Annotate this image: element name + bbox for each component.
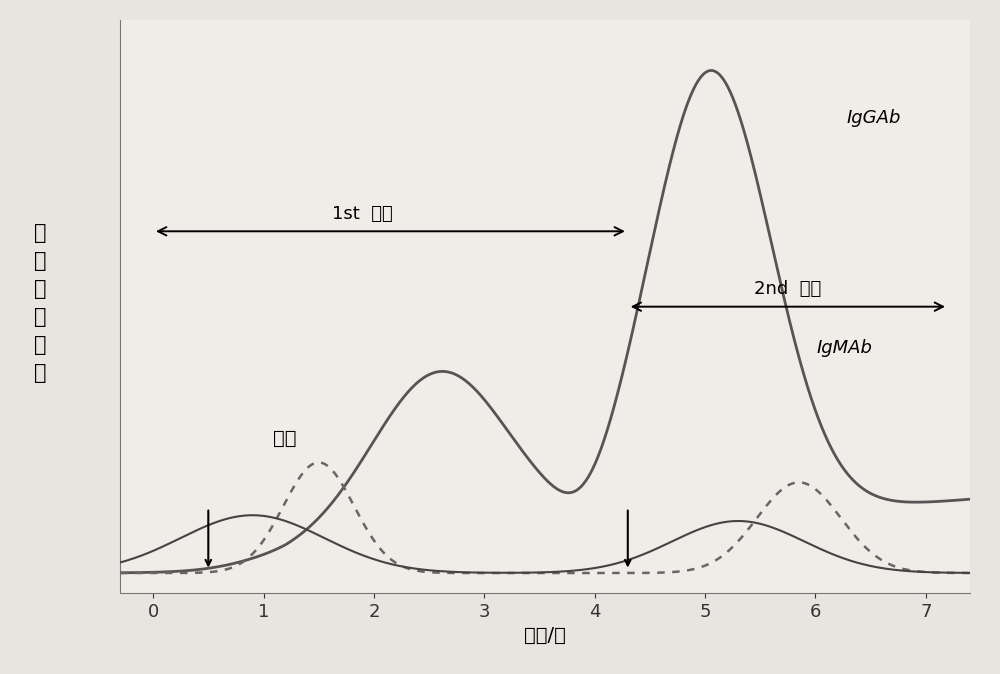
Text: IgGAb: IgGAb	[847, 109, 901, 127]
Text: 2nd  免疫: 2nd 免疫	[754, 280, 821, 298]
Text: 1st  免疫: 1st 免疫	[332, 205, 393, 222]
Text: IgMAb: IgMAb	[817, 338, 873, 357]
Text: 抗原: 抗原	[273, 429, 296, 448]
X-axis label: 时间/周: 时间/周	[524, 626, 566, 646]
Text: 抗
原
抗
体
浓
度: 抗 原 抗 体 浓 度	[34, 223, 46, 384]
